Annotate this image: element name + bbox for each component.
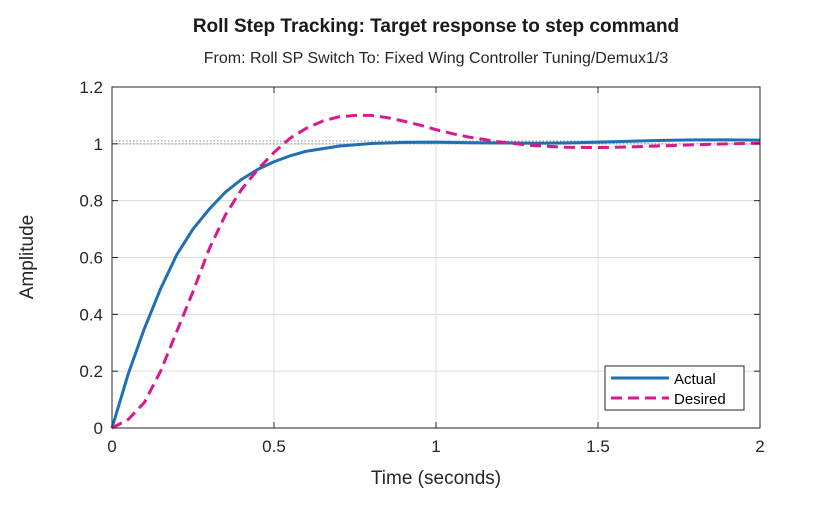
legend: Actual Desired — [604, 365, 745, 411]
x-tick-label: 1 — [431, 437, 440, 456]
x-tick-label: 1.5 — [586, 437, 610, 456]
y-tick-label: 0.2 — [79, 362, 103, 381]
x-tick-label: 0.5 — [262, 437, 286, 456]
y-tick-label: 0.4 — [79, 305, 103, 324]
legend-box — [604, 365, 745, 411]
legend-label-desired: Desired — [674, 391, 726, 408]
y-tick-label: 0 — [94, 419, 103, 438]
chart-subtitle: From: Roll SP Switch To: Fixed Wing Cont… — [204, 50, 669, 67]
series-layer — [110, 113, 761, 430]
y-tick-label: 0.6 — [79, 249, 103, 268]
series-line-desired — [111, 113, 761, 430]
legend-label-actual: Actual — [674, 371, 716, 388]
y-tick-label: 1 — [94, 135, 103, 154]
y-axis-ticks: 0 0.2 0.4 0.6 0.8 1 1.2 — [79, 78, 760, 438]
y-axis-label: Amplitude — [17, 215, 38, 300]
x-tick-label: 0 — [107, 437, 116, 456]
x-axis-label: Time (seconds) — [371, 468, 501, 489]
x-tick-label: 2 — [755, 437, 764, 456]
y-tick-label: 0.8 — [79, 192, 103, 211]
x-axis-ticks: 0 0.5 1 1.5 2 — [107, 87, 765, 456]
series-line-actual — [110, 138, 761, 429]
y-tick-label: 1.2 — [79, 78, 103, 97]
chart-title: Roll Step Tracking: Target response to s… — [193, 16, 679, 37]
